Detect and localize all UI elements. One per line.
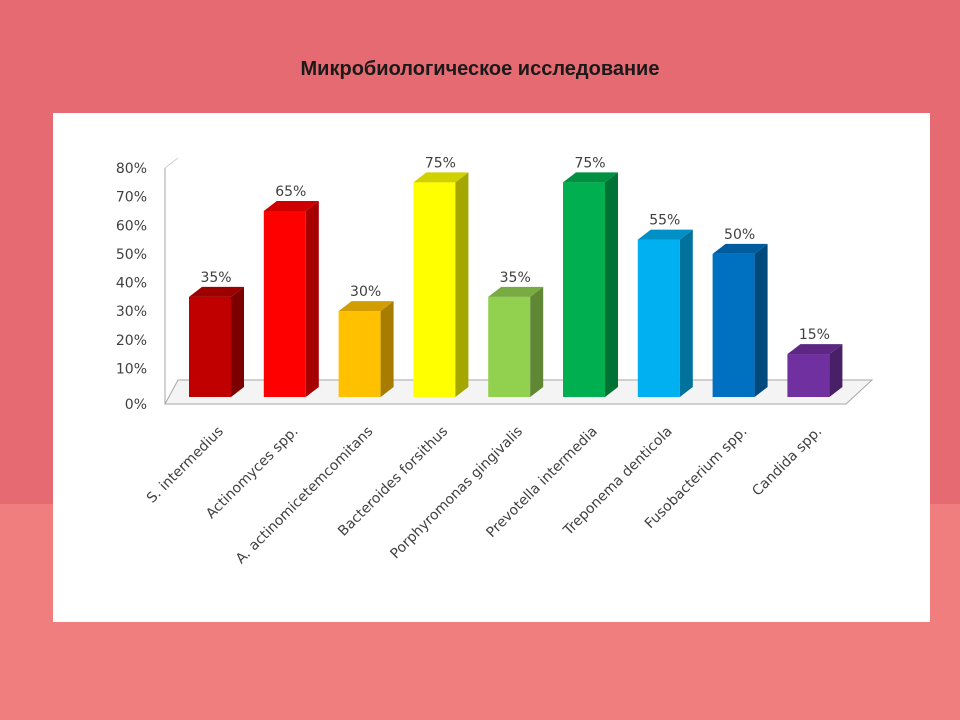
bar-front [413,182,456,397]
y-tick-label: 60% [116,218,147,234]
bar-top [413,172,469,183]
bar-front [787,354,830,397]
bar-front [563,182,605,397]
bar [488,286,544,397]
bar-top [637,229,693,240]
bar-top [263,200,319,211]
bar [413,172,469,397]
bar-top [563,172,618,183]
y-tick-label: 50% [116,247,147,263]
bar-side [679,229,693,397]
bar [263,200,319,397]
bar-front [263,210,306,397]
bar-side [530,286,544,397]
bar-top [189,286,244,297]
y-axis-depth-line [164,157,179,169]
y-tick-label: 70% [116,190,147,206]
bar-side [305,200,319,397]
bar-top [712,243,768,254]
data-label: 35% [500,270,531,286]
data-label: 15% [799,327,830,343]
bar [189,286,244,397]
bar-front [712,253,755,397]
y-tick-label: 10% [116,361,147,377]
bar-top [338,301,394,312]
y-tick-label: 40% [116,276,147,292]
bar-top [787,344,843,355]
data-label: 65% [275,184,306,200]
data-label: 30% [350,284,381,300]
data-label: 75% [574,155,605,171]
bar [787,344,843,397]
bar-side [380,301,394,397]
y-tick-label: 20% [116,333,147,349]
y-tick-label: 80% [116,161,147,177]
bar-front [338,311,381,397]
x-tick-label: Porphyromonas gingivalis [387,424,526,563]
bar-side [829,344,843,397]
bar-front [189,296,231,397]
data-label: 35% [200,270,231,286]
data-label: 55% [649,213,680,229]
bar-side [231,286,244,397]
y-tick-label: 0% [125,397,147,413]
slide-title: Микробиологическое исследование [300,58,660,80]
bar-front [637,239,680,397]
data-label: 75% [425,155,456,171]
x-tick-label: A. actinomicetemcomitans [233,424,376,567]
bar-side [605,172,618,397]
bar [712,243,768,397]
bar-side [754,243,768,397]
bar [338,301,394,397]
y-tick-label: 30% [116,304,147,320]
x-tick-label: Candida spp. [749,424,825,500]
bar-side [455,172,469,397]
bar-top [488,286,544,297]
x-tick-label: S. intermedius [144,424,227,507]
data-label: 50% [724,227,755,243]
bar-front [488,296,531,397]
bar [637,229,693,397]
bar [563,172,618,397]
